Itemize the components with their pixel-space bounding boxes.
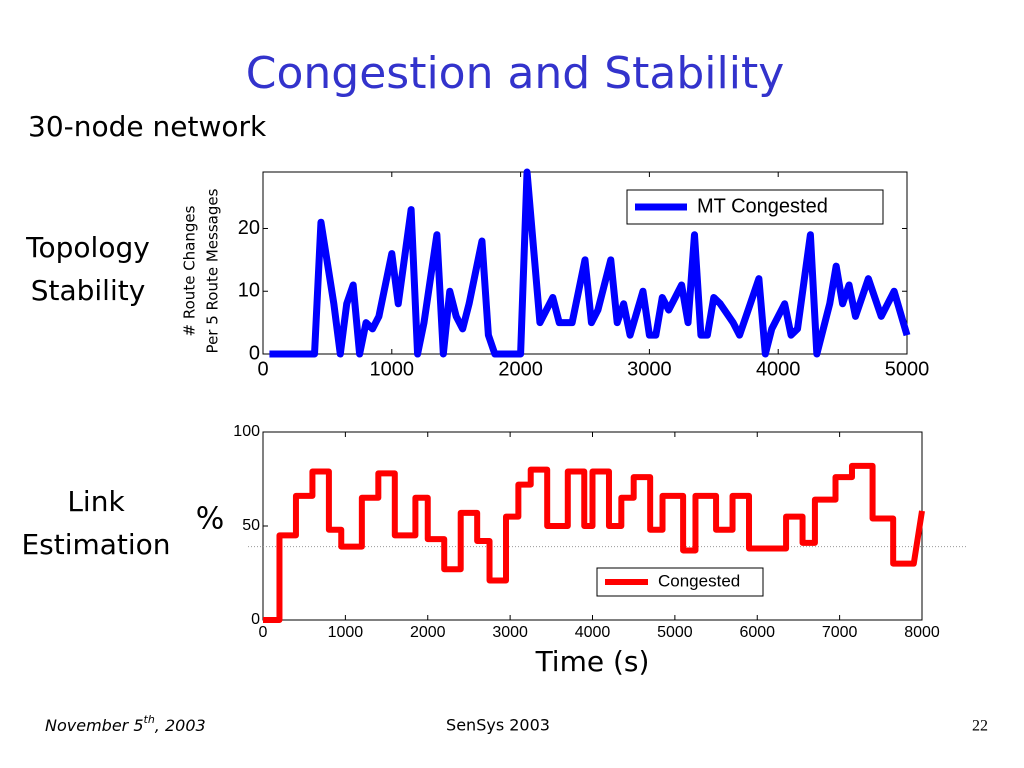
x-tick-label: 5000 <box>657 624 693 641</box>
x-tick-label: 3000 <box>627 358 672 380</box>
side-label: Link <box>67 485 125 518</box>
x-tick-label: 3000 <box>492 624 528 641</box>
x-tick-label: 1000 <box>328 624 364 641</box>
x-tick-label: 7000 <box>822 624 858 641</box>
y-tick-label: 0 <box>249 342 260 364</box>
x-axis-label: Time (s) <box>535 645 650 678</box>
side-label: Stability <box>31 274 146 307</box>
y-tick-label: 50 <box>242 517 260 534</box>
x-tick-label: 0 <box>257 358 268 380</box>
page-number: 22 <box>972 718 988 735</box>
x-tick-label: 0 <box>259 624 268 641</box>
x-tick-label: 4000 <box>575 624 611 641</box>
legend-label: MT Congested <box>697 195 828 217</box>
footer-text: November 5 <box>45 716 144 735</box>
x-tick-label: 5000 <box>885 358 930 380</box>
x-tick-label: 4000 <box>756 358 801 380</box>
footer-date: November 5th, 2003 <box>45 713 206 735</box>
slide-title: Congestion and Stability <box>246 48 785 99</box>
footer-text: , 2003 <box>155 716 206 735</box>
y-tick-label: 0 <box>251 611 260 628</box>
x-tick-label: 2000 <box>410 624 446 641</box>
x-tick-label: 6000 <box>739 624 775 641</box>
y-tick-label: 10 <box>238 280 260 302</box>
x-tick-label: 2000 <box>498 358 543 380</box>
subtitle: 30-node network <box>28 110 267 143</box>
y-axis-label: % <box>196 502 225 537</box>
y-tick-label: 20 <box>238 217 260 239</box>
y-axis-label: Per 5 Route Messages <box>204 188 222 353</box>
legend-label: Congested <box>658 571 740 590</box>
side-label: Topology <box>25 231 150 264</box>
footer-sup: th <box>144 713 155 726</box>
side-label: Estimation <box>21 528 170 561</box>
y-axis-label: # Route Changes <box>181 205 199 336</box>
footer-venue: SenSys 2003 <box>446 716 550 735</box>
x-tick-label: 8000 <box>904 624 940 641</box>
data-line <box>269 168 911 358</box>
x-tick-label: 1000 <box>370 358 415 380</box>
y-tick-label: 100 <box>233 423 260 440</box>
data-line <box>263 462 925 623</box>
